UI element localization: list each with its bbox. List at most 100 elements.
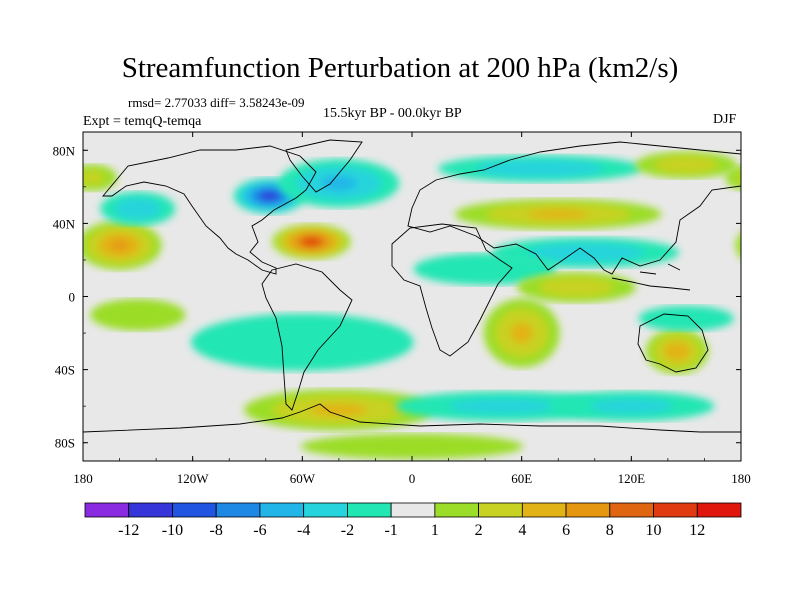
season-label: DJF bbox=[713, 112, 737, 127]
anomaly-contour bbox=[303, 238, 320, 246]
latitude-axis: 80N 40N 0 40S 80S bbox=[53, 143, 741, 451]
anomaly-contour bbox=[476, 160, 604, 178]
anomaly-9 bbox=[413, 253, 557, 285]
colorbar-swatch bbox=[346, 502, 392, 518]
anomaly-contour bbox=[748, 299, 800, 331]
anomaly-contour bbox=[663, 341, 691, 361]
anomaly-17 bbox=[395, 391, 612, 422]
lat-tick-label: 80N bbox=[53, 143, 76, 158]
colorbar-swatch bbox=[565, 502, 611, 518]
anomaly-contour bbox=[0, 391, 56, 421]
colorbar-label: -2 bbox=[341, 522, 354, 539]
anomaly-contour bbox=[413, 253, 557, 285]
colorbar-swatch bbox=[478, 502, 523, 518]
colorbar-swatch bbox=[609, 502, 654, 518]
lat-tick-label: 80S bbox=[55, 436, 75, 451]
colorbar-label: -12 bbox=[118, 522, 139, 539]
anomaly-4 bbox=[278, 159, 400, 208]
anomaly-contour bbox=[191, 313, 414, 371]
anomaly-contour bbox=[638, 305, 734, 332]
anomaly-7 bbox=[635, 151, 738, 179]
anomaly-contour bbox=[0, 329, 50, 374]
anomaly-contour bbox=[300, 433, 524, 460]
anomaly-15 bbox=[191, 313, 414, 371]
anomaly-contour bbox=[758, 192, 800, 226]
anomaly-12 bbox=[0, 328, 709, 374]
anomaly-contour bbox=[449, 398, 558, 414]
anomaly-contour bbox=[769, 240, 787, 251]
anomaly-contour bbox=[725, 165, 741, 191]
colorbar-label: 1 bbox=[431, 522, 439, 539]
lon-tick-label: 60E bbox=[511, 471, 532, 486]
anomaly-contour bbox=[735, 233, 741, 258]
colorbar-swatch bbox=[84, 502, 130, 518]
anomaly-contour bbox=[262, 192, 277, 200]
south-america-coast bbox=[261, 263, 353, 411]
colorbar-label: -8 bbox=[210, 522, 223, 539]
anomaly-14 bbox=[90, 298, 800, 331]
anomaly-11 bbox=[483, 298, 560, 368]
lat-tick-label: 0 bbox=[69, 290, 76, 305]
lon-tick-label: 120W bbox=[177, 471, 210, 486]
colorbar-swatch bbox=[434, 502, 480, 518]
antarctica-coast bbox=[83, 403, 741, 433]
rmsd-stats: rmsd= 2.77033 diff= 3.58243e-09 bbox=[128, 95, 305, 110]
colorbar-label: -4 bbox=[297, 522, 310, 539]
coastlines bbox=[83, 139, 741, 433]
colorbar-swatch bbox=[653, 502, 698, 518]
anomaly-contour bbox=[0, 237, 21, 268]
anomaly-contour bbox=[654, 156, 719, 174]
colorbar-swatch bbox=[390, 502, 436, 518]
anomaly-20 bbox=[83, 164, 741, 191]
time-period-label: 15.5kyr BP - 00.0kyr BP bbox=[323, 106, 462, 121]
lon-tick-label: 0 bbox=[409, 471, 416, 486]
colorbar-label: 4 bbox=[518, 522, 526, 539]
anomaly-contour bbox=[6, 342, 32, 361]
anomaly-3 bbox=[100, 191, 800, 226]
anomaly-contour bbox=[0, 199, 4, 230]
colorbar-label: 10 bbox=[646, 522, 662, 539]
anomaly-contour bbox=[0, 306, 76, 331]
colorbar-swatch bbox=[303, 502, 348, 518]
colorbar-swatch bbox=[215, 502, 261, 518]
anomaly-contour bbox=[83, 171, 105, 185]
colorbar-swatch bbox=[128, 502, 173, 518]
colorbar-swatch bbox=[259, 502, 305, 518]
greenland-coast bbox=[285, 139, 363, 193]
plot-title: Streamfunction Perturbation at 200 hPa (… bbox=[121, 52, 679, 84]
anomaly-contour bbox=[0, 334, 43, 368]
anomaly-18 bbox=[0, 391, 715, 422]
anomaly-2 bbox=[83, 220, 800, 270]
anomaly-contour bbox=[510, 322, 534, 344]
anomaly-contour bbox=[757, 233, 799, 258]
colorbar-swatch bbox=[172, 502, 217, 518]
colorbar-label: 6 bbox=[562, 522, 570, 539]
anomaly-contour bbox=[745, 226, 800, 265]
anomaly-13 bbox=[0, 305, 734, 332]
lon-tick-label: 120E bbox=[618, 471, 646, 486]
eurasia-coast bbox=[407, 141, 741, 275]
anomaly-10 bbox=[516, 272, 637, 303]
anomaly-layer bbox=[0, 151, 800, 460]
anomaly-contour bbox=[310, 403, 368, 417]
anomaly-contour bbox=[539, 277, 614, 297]
anomaly-16 bbox=[244, 389, 434, 431]
anomaly-contour bbox=[0, 399, 15, 414]
maritime-continent-coast bbox=[611, 263, 691, 291]
anomaly-contour bbox=[90, 298, 186, 331]
colorbar-label: 12 bbox=[689, 522, 705, 539]
anomaly-contour bbox=[737, 173, 741, 183]
contour-field bbox=[0, 132, 800, 461]
anomaly-contour bbox=[320, 175, 357, 191]
colorbar: -12 -10 -8 -6 -4 -2 -1 1 2 4 6 8 10 12 bbox=[84, 502, 742, 539]
lat-tick-label: 40N bbox=[53, 216, 76, 231]
anomaly-19 bbox=[300, 433, 524, 460]
africa-coast bbox=[391, 223, 513, 357]
anomaly-contour bbox=[527, 209, 590, 219]
north-america-coast bbox=[102, 145, 317, 275]
anomaly-6 bbox=[437, 154, 642, 183]
lat-tick-label: 40S bbox=[55, 363, 75, 378]
anomaly-1 bbox=[272, 223, 351, 260]
colorbar-label: -1 bbox=[384, 522, 397, 539]
